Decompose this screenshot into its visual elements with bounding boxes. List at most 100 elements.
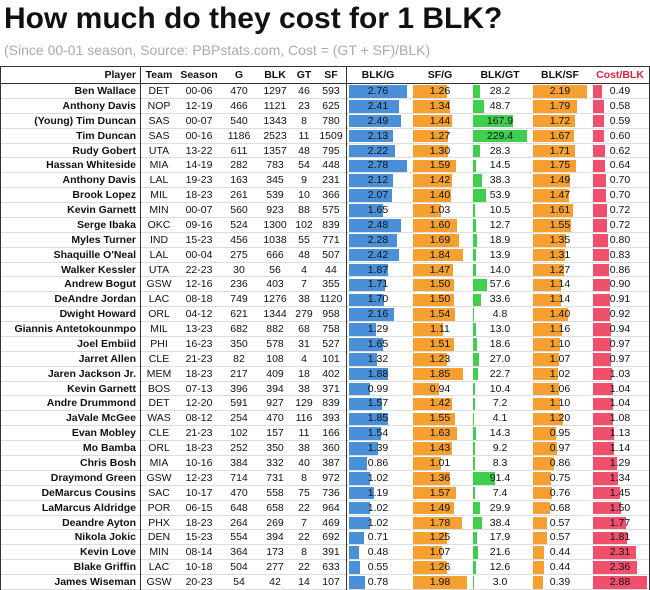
table-cell: 129	[292, 396, 316, 412]
table-cell: 0.44	[530, 560, 590, 576]
table-cell: 54	[292, 158, 316, 174]
table-cell: MIL	[140, 322, 178, 337]
data-bar	[473, 501, 481, 515]
data-bar	[413, 516, 462, 530]
table-cell: 780	[316, 114, 346, 129]
data-bar	[413, 234, 460, 247]
data-bar	[533, 531, 548, 545]
table-cell: 1.02	[346, 471, 410, 486]
data-bar	[533, 144, 576, 158]
data-bar	[349, 442, 378, 455]
table-cell: 611	[220, 144, 258, 159]
table-cell: 2.78	[346, 158, 410, 174]
table-cell: 1.85	[346, 411, 410, 427]
table-cell: Jarret Allen	[0, 352, 140, 367]
data-bar	[473, 129, 527, 143]
data-bar	[473, 234, 478, 247]
table-cell: 396	[220, 382, 258, 397]
table-cell: 1.59	[410, 158, 470, 174]
data-bar	[473, 219, 476, 232]
table-cell: 28.2	[470, 84, 530, 99]
table-cell: 1.50	[590, 501, 650, 516]
table-cell: 48	[292, 144, 316, 159]
table-cell: 1.81	[590, 530, 650, 546]
data-bar	[593, 174, 607, 187]
table-cell: 09-16	[178, 218, 220, 233]
column-header: Cost/BLK	[590, 66, 650, 84]
table-cell: 1.29	[590, 456, 650, 471]
table-cell: 4	[292, 263, 316, 278]
table-cell: 507	[316, 248, 346, 263]
table-cell: 524	[220, 218, 258, 233]
table-cell: 1.29	[346, 322, 410, 337]
table-cell: 2523	[258, 129, 292, 144]
table-cell: SAC	[140, 486, 178, 501]
table-cell: 1.06	[530, 382, 590, 397]
data-bar	[473, 293, 481, 307]
table-cell: 1343	[258, 114, 292, 129]
table-cell: 355	[316, 277, 346, 293]
table-cell: 839	[316, 218, 346, 233]
table-cell: 1.69	[410, 233, 470, 248]
table-cell: 927	[258, 396, 292, 412]
data-bar	[533, 338, 561, 351]
table-cell: 82	[220, 352, 258, 367]
table-cell: 633	[316, 560, 346, 576]
data-bar	[533, 486, 552, 500]
table-cell: 13.0	[470, 322, 530, 337]
table-cell: JaVale McGee	[0, 411, 140, 427]
table-cell: 2.49	[346, 114, 410, 129]
column-header: Season	[178, 66, 220, 84]
table-cell: 1.44	[410, 114, 470, 129]
table-cell: 13.9	[470, 248, 530, 263]
data-bar	[349, 531, 364, 545]
table-cell: 19-23	[178, 173, 220, 189]
data-bar	[473, 397, 475, 411]
data-bar	[413, 427, 458, 440]
table-cell: 7.2	[470, 396, 530, 412]
table-cell: 621	[220, 307, 258, 323]
table-cell: 217	[220, 367, 258, 382]
table-cell: 11	[292, 426, 316, 442]
table-cell: 371	[316, 382, 346, 397]
data-bar	[413, 561, 448, 574]
table-cell: 1.11	[410, 322, 470, 337]
table-cell: 264	[220, 516, 258, 531]
table-cell: 1.43	[410, 441, 470, 456]
table-cell: 0.80	[590, 233, 650, 248]
table-cell: 44	[316, 263, 346, 278]
table-cell: 1.85	[410, 367, 470, 382]
table-cell: 0.39	[530, 575, 590, 590]
table-cell: 1.70	[346, 292, 410, 308]
data-bar	[349, 129, 394, 143]
data-bar	[593, 278, 610, 292]
table-cell: 229.4	[470, 129, 530, 144]
table-cell: 157	[258, 426, 292, 442]
table-cell: 0.94	[410, 382, 470, 397]
table-cell: 332	[258, 456, 292, 471]
table-cell: 1.50	[410, 277, 470, 293]
data-bar	[349, 308, 395, 321]
data-bar	[593, 219, 607, 232]
data-bar	[593, 234, 608, 247]
table-cell: 558	[258, 486, 292, 501]
data-bar	[593, 248, 609, 262]
table-cell: ORL	[140, 441, 178, 456]
data-bar	[533, 546, 544, 559]
table-cell: 0.44	[530, 545, 590, 561]
table-cell: MEM	[140, 367, 178, 382]
table-cell: ORL	[140, 307, 178, 323]
table-cell: 17.9	[470, 530, 530, 546]
table-cell: 0.90	[590, 277, 650, 293]
data-bar	[533, 516, 548, 530]
data-bar	[473, 546, 479, 559]
data-bar	[413, 501, 454, 515]
table-cell: 1.42	[410, 173, 470, 189]
table-cell: 1121	[258, 99, 292, 114]
data-bar	[413, 189, 452, 202]
table-cell: 1.32	[346, 352, 410, 367]
table-cell: 13-22	[178, 144, 220, 159]
table-cell: 1.04	[590, 396, 650, 412]
table-cell: 387	[316, 456, 346, 471]
table-cell: 21.6	[470, 545, 530, 561]
